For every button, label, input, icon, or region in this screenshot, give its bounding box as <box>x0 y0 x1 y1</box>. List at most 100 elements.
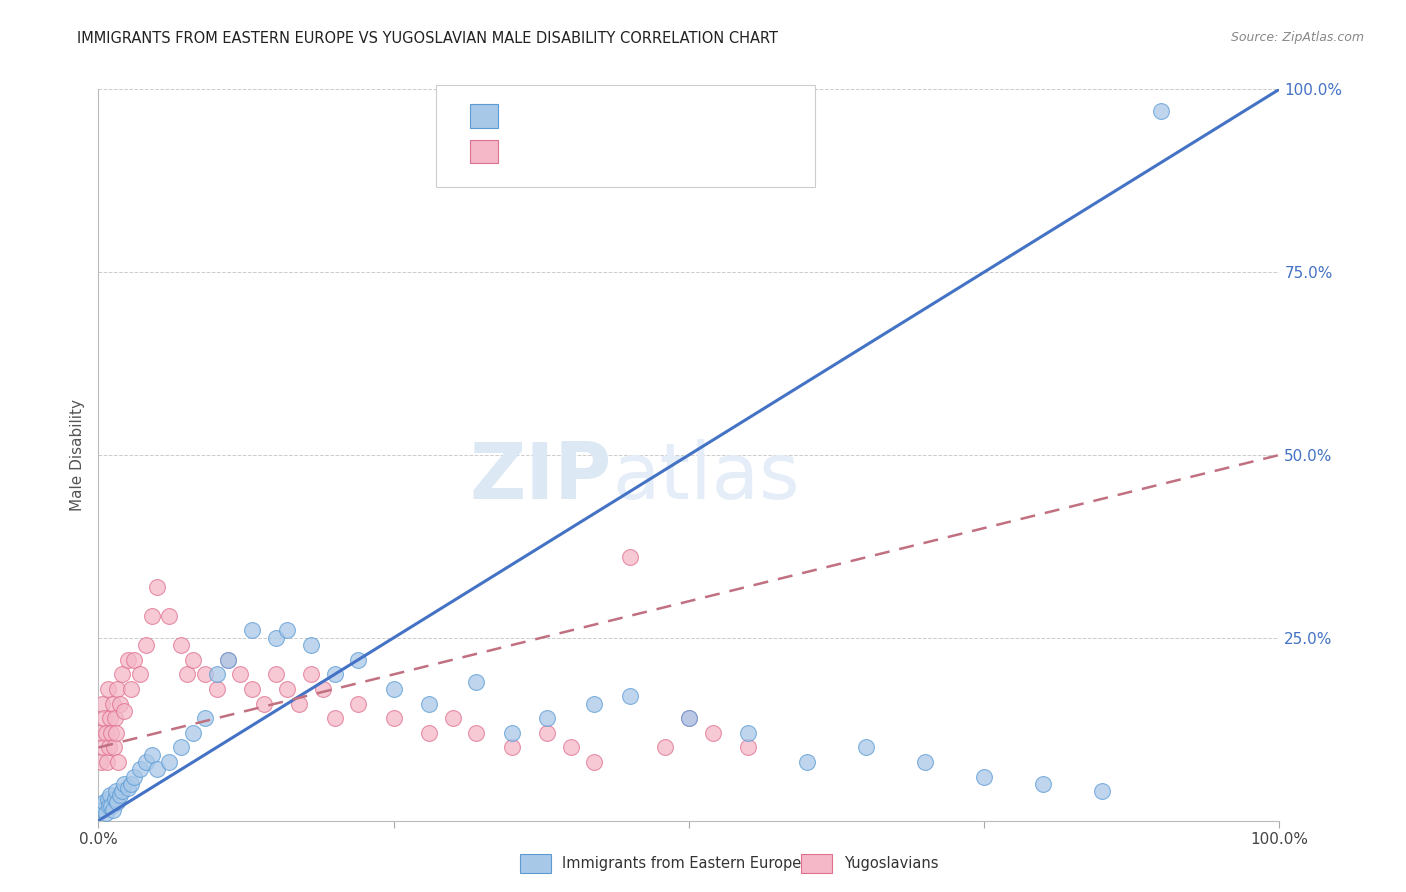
Point <box>583 697 606 711</box>
Point <box>418 697 440 711</box>
Point <box>382 681 405 696</box>
Point <box>737 740 759 755</box>
Point <box>146 580 169 594</box>
Point <box>141 608 163 623</box>
Point <box>441 711 464 725</box>
Point <box>501 740 523 755</box>
Point <box>89 726 111 740</box>
Point <box>299 638 322 652</box>
Point <box>121 777 143 791</box>
Point <box>170 740 193 755</box>
Point <box>536 711 558 725</box>
Point <box>94 806 117 821</box>
Text: ZIP: ZIP <box>470 439 612 515</box>
Point <box>288 697 311 711</box>
Point <box>94 726 117 740</box>
Point <box>108 788 131 802</box>
Point <box>105 796 128 810</box>
Point <box>105 681 128 696</box>
Point <box>135 755 157 769</box>
Point <box>141 747 163 762</box>
Point <box>122 770 145 784</box>
Point <box>112 777 135 791</box>
Point <box>170 638 193 652</box>
Point <box>91 740 114 755</box>
Point <box>654 740 676 755</box>
Point <box>100 799 122 814</box>
Point <box>107 755 129 769</box>
Point <box>253 697 276 711</box>
Point <box>98 740 121 755</box>
Point <box>465 726 488 740</box>
Point <box>217 653 239 667</box>
Point <box>93 711 115 725</box>
Y-axis label: Male Disability: Male Disability <box>70 399 86 511</box>
Point <box>101 697 124 711</box>
Point <box>264 631 287 645</box>
Text: N = 57: N = 57 <box>631 143 699 161</box>
Point <box>176 667 198 681</box>
Point <box>105 784 128 798</box>
Point <box>111 784 134 798</box>
Point <box>157 755 180 769</box>
Point <box>418 726 440 740</box>
Point <box>96 755 118 769</box>
Point <box>100 726 122 740</box>
Point <box>128 667 150 681</box>
Text: N = 50: N = 50 <box>631 107 699 125</box>
Point <box>205 667 228 681</box>
Point <box>98 799 121 814</box>
Point <box>737 726 759 740</box>
Point <box>105 726 128 740</box>
Point <box>117 780 139 795</box>
Point <box>855 740 877 755</box>
Point <box>973 770 995 784</box>
Point <box>98 788 121 802</box>
Point <box>229 667 252 681</box>
Point <box>117 653 139 667</box>
Point <box>98 711 121 725</box>
Text: Immigrants from Eastern Europe: Immigrants from Eastern Europe <box>562 856 801 871</box>
Point <box>299 667 322 681</box>
Text: atlas: atlas <box>612 439 800 515</box>
Point <box>1032 777 1054 791</box>
Point <box>91 697 114 711</box>
Point <box>678 711 700 725</box>
Point <box>90 799 112 814</box>
Point <box>583 755 606 769</box>
Point <box>97 681 120 696</box>
Point <box>465 674 488 689</box>
Text: Yugoslavians: Yugoslavians <box>844 856 938 871</box>
Point <box>104 711 127 725</box>
Point <box>157 608 180 623</box>
Point <box>128 763 150 777</box>
Point <box>347 697 370 711</box>
Point <box>104 791 127 805</box>
Point <box>1091 784 1114 798</box>
Point <box>619 550 641 565</box>
Point <box>323 711 346 725</box>
Point <box>264 667 287 681</box>
Point <box>240 681 263 696</box>
Point <box>112 704 135 718</box>
Point <box>181 726 204 740</box>
Point <box>276 681 298 696</box>
Point <box>323 667 346 681</box>
Point <box>914 755 936 769</box>
Point <box>108 697 131 711</box>
Point <box>103 740 125 755</box>
Point <box>678 711 700 725</box>
Point <box>536 726 558 740</box>
Point <box>312 681 335 696</box>
Point <box>93 796 115 810</box>
Point <box>122 653 145 667</box>
Text: R =  0.261: R = 0.261 <box>512 143 616 161</box>
Point <box>1150 104 1173 119</box>
Point <box>217 653 239 667</box>
Point <box>619 690 641 704</box>
Point <box>560 740 582 755</box>
Point <box>121 681 143 696</box>
Point <box>702 726 724 740</box>
Point <box>135 638 157 652</box>
Point <box>111 667 134 681</box>
